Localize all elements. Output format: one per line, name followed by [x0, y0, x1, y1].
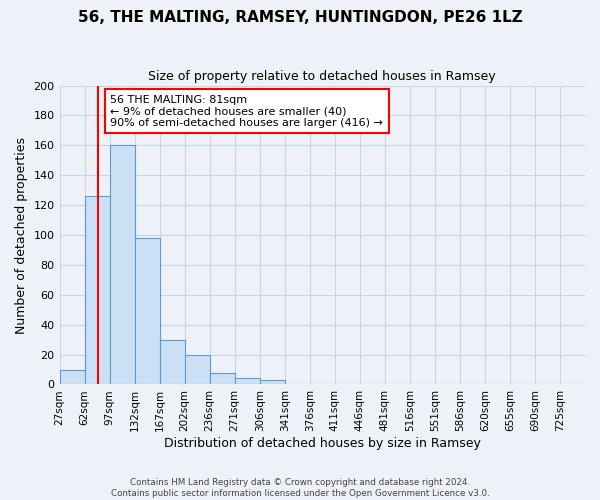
Bar [209, 372, 235, 384]
Y-axis label: Number of detached properties: Number of detached properties [15, 136, 28, 334]
Bar [85, 196, 110, 384]
Bar [110, 146, 134, 384]
Bar [235, 378, 260, 384]
Bar [59, 370, 85, 384]
Title: Size of property relative to detached houses in Ramsey: Size of property relative to detached ho… [148, 70, 496, 83]
Text: 56, THE MALTING, RAMSEY, HUNTINGDON, PE26 1LZ: 56, THE MALTING, RAMSEY, HUNTINGDON, PE2… [77, 10, 523, 25]
Text: Contains HM Land Registry data © Crown copyright and database right 2024.
Contai: Contains HM Land Registry data © Crown c… [110, 478, 490, 498]
Bar [260, 380, 285, 384]
Bar [185, 354, 209, 384]
Bar [160, 340, 185, 384]
X-axis label: Distribution of detached houses by size in Ramsey: Distribution of detached houses by size … [164, 437, 481, 450]
Bar [134, 238, 160, 384]
Text: 56 THE MALTING: 81sqm
← 9% of detached houses are smaller (40)
90% of semi-detac: 56 THE MALTING: 81sqm ← 9% of detached h… [110, 94, 383, 128]
